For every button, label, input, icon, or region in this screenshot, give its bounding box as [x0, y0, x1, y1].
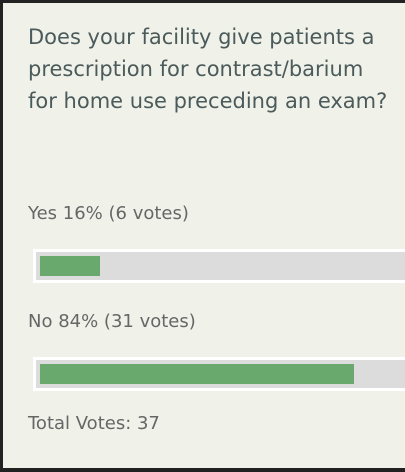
- bar-track: [33, 357, 405, 391]
- bar-fill: [40, 256, 100, 276]
- bar-track: [33, 249, 405, 283]
- total-votes: Total Votes: 37: [28, 413, 160, 434]
- option-label: No 84% (31 votes): [28, 311, 196, 332]
- option-label: Yes 16% (6 votes): [28, 203, 189, 224]
- poll-question: Does your facility give patients a presc…: [28, 25, 388, 113]
- bar-fill: [40, 364, 355, 384]
